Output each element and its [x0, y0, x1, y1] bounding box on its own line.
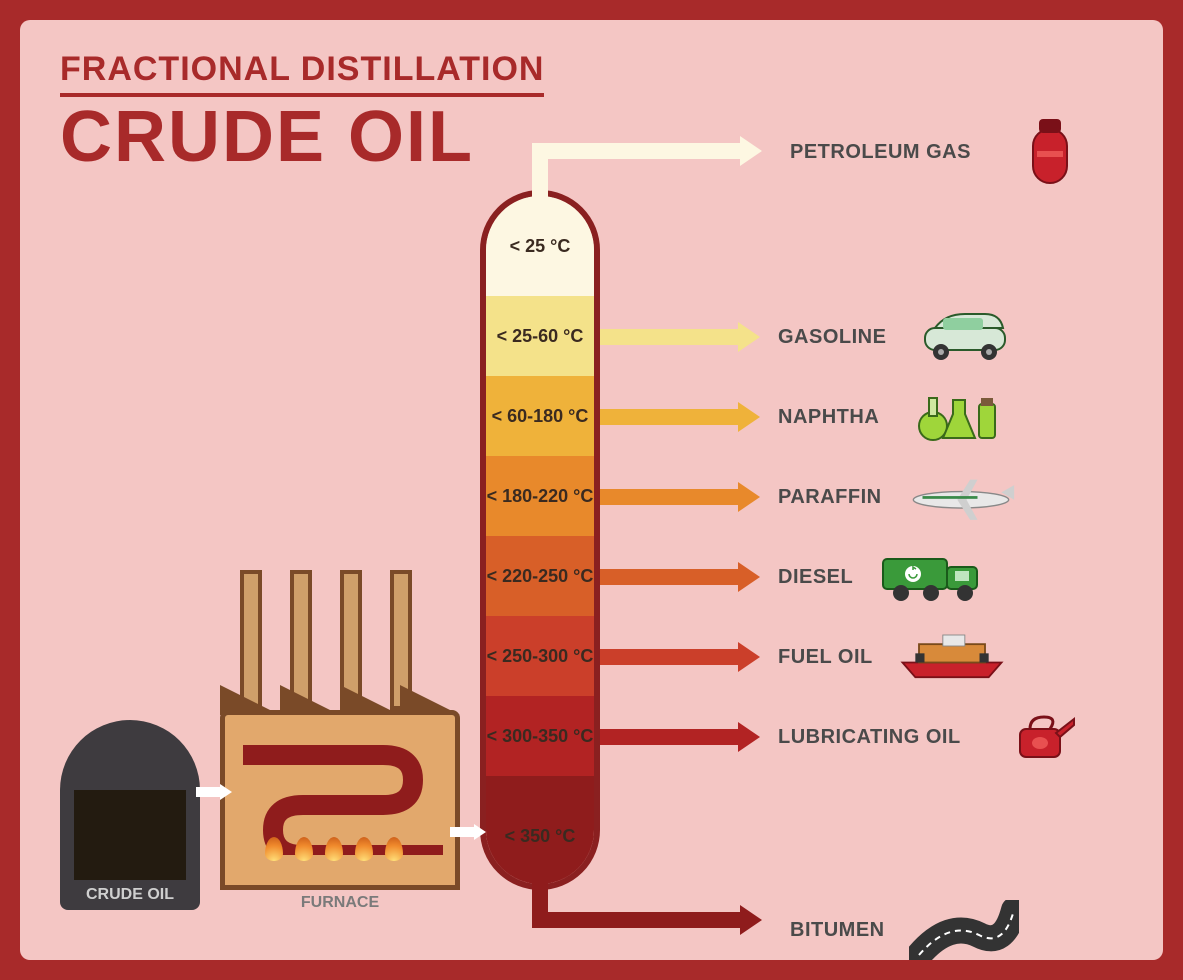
fraction-arrow [600, 402, 760, 432]
road-icon [909, 898, 1019, 962]
fraction-band: < 25 °C [486, 196, 594, 296]
fraction-arrow [600, 642, 760, 672]
fraction-band: < 250-300 °C [486, 616, 594, 696]
fraction-arrow [600, 562, 760, 592]
subtitle: FRACTIONAL DISTILLATION [60, 50, 544, 97]
fraction-arrow [600, 482, 760, 512]
product-label: PARAFFIN [778, 486, 882, 509]
distillation-column: < 25 °C< 25-60 °C< 60-180 °C< 180-220 °C… [480, 190, 600, 890]
furnace: FURNACE [220, 610, 460, 910]
furnace-to-column-arrow [450, 824, 486, 840]
oilcan-icon [985, 705, 1095, 769]
product-row: FUEL OIL [600, 625, 1007, 689]
product-row-bitumen: BITUMEN [772, 898, 1019, 962]
car-icon [910, 305, 1020, 369]
fraction-arrow [600, 722, 760, 752]
truck-icon [877, 545, 987, 609]
fraction-band: < 180-220 °C [486, 456, 594, 536]
furnace-label: FURNACE [220, 894, 460, 912]
product-row: LUBRICATING OIL [600, 705, 1095, 769]
fraction-band: < 25-60 °C [486, 296, 594, 376]
product-label: LUBRICATING OIL [778, 726, 961, 749]
flasks-icon [903, 385, 1013, 449]
fraction-band: < 350 °C [486, 776, 594, 890]
fraction-band: < 220-250 °C [486, 536, 594, 616]
product-row-petroleum-gas: PETROLEUM GAS [772, 120, 1105, 184]
fraction-band: < 300-350 °C [486, 696, 594, 776]
furnace-body [220, 710, 460, 890]
fraction-band: < 60-180 °C [486, 376, 594, 456]
product-label: NAPHTHA [778, 406, 879, 429]
product-label: GASOLINE [778, 326, 886, 349]
diagram-canvas: FRACTIONAL DISTILLATION CRUDE OIL < 25 °… [20, 20, 1163, 960]
product-row: NAPHTHA [600, 385, 1013, 449]
product-row: DIESEL [600, 545, 987, 609]
product-label: BITUMEN [790, 919, 885, 942]
main-title: CRUDE OIL [60, 101, 544, 173]
crude-to-furnace-arrow [196, 784, 232, 800]
product-row: PARAFFIN [600, 465, 1016, 529]
crude-oil-tank: CRUDE OIL [60, 720, 200, 910]
fraction-arrow [600, 322, 760, 352]
gas-cylinder-icon [995, 120, 1105, 184]
crude-oil-label: CRUDE OIL [60, 886, 200, 904]
product-row: GASOLINE [600, 305, 1020, 369]
ship-icon [897, 625, 1007, 689]
crude-oil-fill [74, 790, 186, 880]
product-label: FUEL OIL [778, 646, 873, 669]
plane-icon [906, 465, 1016, 529]
product-label: PETROLEUM GAS [790, 141, 971, 164]
product-label: DIESEL [778, 566, 853, 589]
title-block: FRACTIONAL DISTILLATION CRUDE OIL [60, 50, 544, 173]
